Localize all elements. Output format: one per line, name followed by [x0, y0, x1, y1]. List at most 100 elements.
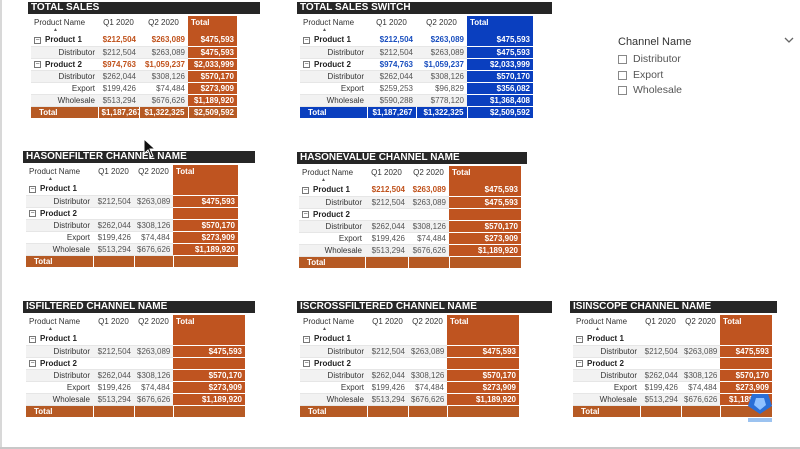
collapse-box-icon[interactable]: − — [29, 185, 36, 193]
col-header-q2-2020[interactable]: Q2 2020 — [148, 18, 179, 27]
col-header-total[interactable]: Total — [720, 315, 772, 333]
col-header-q2-2020[interactable]: Q2 2020 — [426, 18, 457, 27]
col-header-product-name[interactable]: Product Name — [576, 317, 628, 326]
matrix-iscrossfiltered-channel-name[interactable]: ISCROSSFILTERED CHANNEL NAME Product Name… — [297, 301, 552, 423]
matrix-parent-row[interactable]: − Product 2 — [26, 207, 238, 220]
matrix-child-row[interactable]: Distributor $212,504 $263,089 $475,593 — [300, 345, 519, 358]
col-header-total[interactable]: Total — [188, 16, 237, 34]
matrix-child-row[interactable]: Distributor $212,504 $263,089 $475,593 — [299, 196, 521, 209]
matrix-child-row[interactable]: Export $199,426 $74,484 $273,909 — [26, 381, 245, 394]
matrix-isinscope-channel-name[interactable]: ISINSCOPE CHANNEL NAME Product Name Q1 202… — [570, 301, 777, 423]
row-label[interactable]: − Product 1 — [300, 333, 367, 346]
col-header-product-name[interactable]: Product Name — [303, 317, 355, 326]
collapse-box-icon[interactable]: − — [29, 359, 36, 367]
sort-ascending-icon[interactable]: ▲ — [53, 27, 58, 33]
matrix-parent-row[interactable]: − Product 1 — [26, 183, 238, 196]
collapse-box-icon[interactable]: − — [303, 335, 310, 343]
row-label[interactable]: − Product 2 — [573, 357, 640, 370]
row-label[interactable]: − Product 1 — [26, 333, 93, 346]
col-header-total[interactable]: Total — [449, 166, 521, 184]
chevron-down-icon[interactable] — [784, 36, 794, 47]
col-header-q2-2020[interactable]: Q2 2020 — [412, 317, 443, 326]
collapse-box-icon[interactable]: − — [576, 359, 583, 367]
col-header-q2-2020[interactable]: Q2 2020 — [138, 317, 169, 326]
col-header-q1-2020[interactable]: Q1 2020 — [98, 317, 129, 326]
checkbox-icon[interactable] — [618, 54, 627, 64]
col-header-product-name[interactable]: Product Name — [29, 317, 81, 326]
col-header-total[interactable]: Total — [447, 315, 519, 333]
collapse-box-icon[interactable]: − — [29, 335, 36, 343]
col-header-q1-2020[interactable]: Q1 2020 — [98, 167, 129, 176]
row-label[interactable]: − Product 1 — [26, 183, 93, 196]
matrix-child-row[interactable]: Wholesale $513,294 $676,626 $1,189,920 — [300, 393, 519, 406]
col-header-q1-2020[interactable]: Q1 2020 — [376, 18, 407, 27]
collapse-box-icon[interactable]: − — [29, 209, 36, 217]
matrix-isfiltered-channel-name[interactable]: ISFILTERED CHANNEL NAME Product Name Q1 20… — [23, 301, 255, 423]
matrix-child-row[interactable]: Distributor $262,044 $308,126 $570,170 — [300, 369, 519, 382]
matrix-parent-row[interactable]: − Product 2 $974,763 $1,059,237 $2,033,999 — [31, 58, 237, 71]
row-label[interactable]: − Product 2 — [300, 357, 367, 370]
matrix-parent-row[interactable]: − Product 1 $212,504 $263,089 $475,593 — [299, 184, 521, 197]
collapse-box-icon[interactable]: − — [302, 210, 309, 218]
matrix-parent-row[interactable]: − Product 1 $212,504 $263,089 $475,593 — [300, 34, 533, 47]
sort-ascending-icon[interactable]: ▲ — [48, 326, 53, 332]
sort-ascending-icon[interactable]: ▲ — [48, 176, 53, 182]
matrix-child-row[interactable]: Distributor $262,044 $308,126 $570,170 — [299, 220, 521, 233]
sort-ascending-icon[interactable]: ▲ — [322, 326, 327, 332]
col-header-total[interactable]: Total — [173, 165, 238, 183]
collapse-box-icon[interactable]: − — [34, 36, 41, 44]
matrix-child-row[interactable]: Wholesale $513,294 $676,626 $1,189,920 — [31, 94, 237, 107]
row-label[interactable]: − Product 2 — [26, 357, 93, 370]
matrix-child-row[interactable]: Distributor $212,504 $263,089 $475,593 — [300, 46, 533, 59]
col-header-total[interactable]: Total — [173, 315, 245, 333]
col-header-total[interactable]: Total — [467, 16, 533, 34]
col-header-q2-2020[interactable]: Q2 2020 — [685, 317, 716, 326]
matrix-child-row[interactable]: Distributor $262,044 $308,126 $570,170 — [31, 70, 237, 83]
sort-ascending-icon[interactable]: ▲ — [595, 326, 600, 332]
matrix-child-row[interactable]: Export $199,426 $74,484 $273,909 — [26, 231, 238, 244]
sort-ascending-icon[interactable]: ▲ — [322, 27, 327, 33]
col-header-q2-2020[interactable]: Q2 2020 — [413, 168, 444, 177]
matrix-child-row[interactable]: Distributor $262,044 $308,126 $570,170 — [573, 369, 772, 382]
matrix-child-row[interactable]: Export $259,253 $96,829 $356,082 — [300, 82, 533, 95]
slicer-option-wholesale[interactable]: Wholesale — [618, 84, 682, 96]
matrix-parent-row[interactable]: − Product 1 — [573, 333, 772, 346]
matrix-parent-row[interactable]: − Product 2 — [299, 208, 521, 221]
channel-name-slicer[interactable]: Channel Name Distributor Export Wholesal… — [618, 36, 798, 106]
col-header-q1-2020[interactable]: Q1 2020 — [372, 317, 403, 326]
sort-ascending-icon[interactable]: ▲ — [321, 177, 326, 183]
matrix-child-row[interactable]: Wholesale $513,294 $676,626 $1,189,920 — [26, 393, 245, 406]
row-label[interactable]: − Product 2 — [299, 208, 365, 221]
matrix-child-row[interactable]: Wholesale $513,294 $676,626 $1,189,920 — [573, 393, 772, 406]
col-header-product-name[interactable]: Product Name — [29, 167, 81, 176]
slicer-option-export[interactable]: Export — [618, 69, 663, 81]
col-header-q1-2020[interactable]: Q1 2020 — [645, 317, 676, 326]
row-label[interactable]: − Product 2 — [300, 58, 367, 71]
row-label[interactable]: − Product 2 — [31, 58, 98, 71]
checkbox-icon[interactable] — [618, 85, 627, 95]
matrix-child-row[interactable]: Wholesale $513,294 $676,626 $1,189,920 — [26, 243, 238, 256]
matrix-parent-row[interactable]: − Product 1 $212,504 $263,089 $475,593 — [31, 34, 237, 47]
matrix-child-row[interactable]: Distributor $212,504 $263,089 $475,593 — [31, 46, 237, 59]
checkbox-icon[interactable] — [618, 70, 627, 80]
matrix-child-row[interactable]: Distributor $262,044 $308,126 $570,170 — [26, 219, 238, 232]
col-header-q1-2020[interactable]: Q1 2020 — [371, 168, 402, 177]
matrix-parent-row[interactable]: − Product 2 $974,763 $1,059,237 $2,033,999 — [300, 58, 533, 71]
matrix-child-row[interactable]: Distributor $212,504 $263,089 $475,593 — [573, 345, 772, 358]
collapse-box-icon[interactable]: − — [302, 186, 309, 194]
matrix-child-row[interactable]: Export $199,426 $74,484 $273,909 — [31, 82, 237, 95]
matrix-child-row[interactable]: Export $199,426 $74,484 $273,909 — [300, 381, 519, 394]
row-label[interactable]: − Product 1 — [300, 34, 367, 47]
matrix-child-row[interactable]: Distributor $212,504 $263,089 $475,593 — [26, 195, 238, 208]
matrix-parent-row[interactable]: − Product 1 — [26, 333, 245, 346]
slicer-option-distributor[interactable]: Distributor — [618, 53, 681, 65]
collapse-box-icon[interactable]: − — [34, 60, 41, 68]
matrix-child-row[interactable]: Export $199,426 $74,484 $273,909 — [299, 232, 521, 245]
matrix-total-sales-switch[interactable]: TOTAL SALES SWITCH Product Name Q1 2020 Q2 … — [297, 2, 552, 124]
col-header-q1-2020[interactable]: Q1 2020 — [103, 18, 134, 27]
matrix-child-row[interactable]: Distributor $262,044 $308,126 $570,170 — [26, 369, 245, 382]
matrix-child-row[interactable]: Wholesale $513,294 $676,626 $1,189,920 — [299, 244, 521, 257]
col-header-q2-2020[interactable]: Q2 2020 — [138, 167, 169, 176]
col-header-product-name[interactable]: Product Name — [34, 18, 86, 27]
matrix-hasonevalue-channel-name[interactable]: HASONEVALUE CHANNEL NAME Product Name Q1 2… — [297, 152, 527, 274]
